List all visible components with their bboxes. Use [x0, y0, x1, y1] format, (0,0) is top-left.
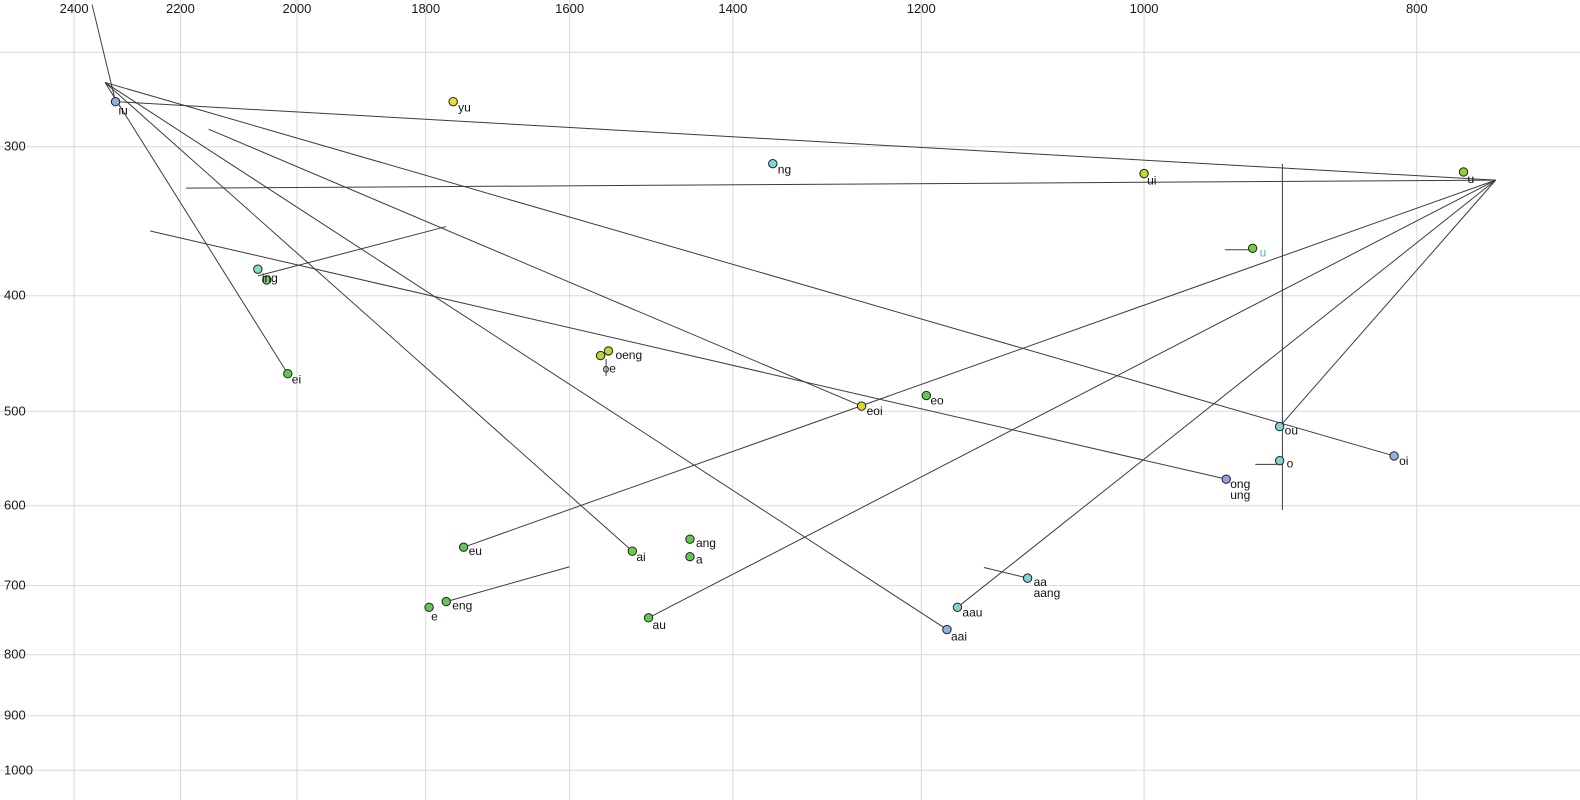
data-point-a [685, 551, 695, 562]
data-point-ang [685, 534, 695, 544]
point-label-a: a [696, 553, 703, 567]
x-axis-tick-label: 1800 [411, 1, 440, 16]
point-label-aa: aa [1034, 575, 1048, 589]
trajectory-line [463, 179, 1496, 548]
data-point-ui [1139, 168, 1149, 179]
y-axis-tick-label: 300 [4, 139, 26, 154]
x-axis-tick-label: 2400 [60, 1, 89, 16]
point-label-ou: ou [1285, 424, 1298, 438]
trajectory-line [104, 82, 633, 552]
y-axis-tick-label: 400 [4, 288, 26, 303]
y-axis-tick-label: 1000 [4, 762, 33, 777]
x-axis-tick-label: 1400 [718, 1, 747, 16]
point-label-aau: aau [962, 605, 982, 619]
point-label-ui: ui [1147, 174, 1156, 188]
point-label-oe: oe [603, 362, 617, 376]
data-point-eo [921, 390, 932, 401]
point-label-ong: ong [1230, 477, 1250, 491]
data-point-eoi [856, 401, 867, 411]
trajectory-line [104, 82, 948, 630]
point-label-ang: ang [696, 536, 716, 550]
x-axis-tick-label: 2000 [282, 1, 311, 16]
trajectory-line [446, 566, 570, 603]
point-label-ng: ng [778, 163, 791, 177]
point-label-yu: yu [458, 101, 471, 115]
trajectory-line [186, 179, 1496, 189]
point-label-eoi: eoi [867, 404, 883, 418]
y-axis-tick-label: 600 [4, 498, 26, 513]
data-point-ong [1221, 474, 1231, 484]
data-point-oe [595, 350, 606, 361]
point-label-ai: ai [636, 550, 645, 564]
data-point-aau [952, 602, 963, 613]
y-axis-tick-label: 500 [4, 403, 26, 418]
x-axis-tick-label: 1200 [907, 1, 936, 16]
point-label-au: au [653, 618, 666, 632]
data-point-ai [627, 546, 638, 556]
trajectory-line [150, 230, 1227, 480]
trajectory-line [104, 81, 1395, 457]
trajectory-line [115, 101, 1496, 181]
data-point-e [424, 602, 434, 613]
data-point-unlabeled [262, 275, 272, 285]
trajectory-line [983, 567, 1028, 579]
trajectory-line [208, 128, 862, 407]
trajectory-line [648, 179, 1496, 619]
point-label-aang: aang [1034, 586, 1061, 600]
trajectory-line [957, 179, 1496, 608]
data-point-aai [942, 624, 952, 635]
data-point-ing [253, 264, 263, 274]
point-label-iu: iu [119, 104, 128, 118]
data-point-o [1274, 455, 1285, 466]
data-point-au [643, 613, 654, 623]
y-axis-tick-label: 800 [4, 647, 26, 662]
data-point-yu [448, 96, 458, 107]
data-point-iu [110, 96, 121, 107]
y-axis-tick-label: 900 [4, 708, 26, 723]
point-label-ung: ung [1230, 488, 1250, 502]
point-label-ei: ei [292, 373, 301, 387]
point-label-u: u [1260, 245, 1267, 259]
point-label-ing: ing [262, 271, 278, 285]
data-point-ng [768, 158, 778, 169]
trajectory-line [91, 4, 117, 102]
point-label-eng: eng [452, 599, 472, 613]
point-label-aai: aai [951, 630, 967, 644]
data-point-eng [441, 596, 451, 607]
trajectory-line [104, 82, 289, 374]
x-axis-tick-label: 1600 [555, 1, 584, 16]
trajectory-line [1279, 179, 1497, 427]
data-point-aa [1022, 573, 1033, 583]
data-point-u [1458, 167, 1469, 177]
x-axis-tick-label: 800 [1406, 1, 1428, 16]
x-axis-tick-label: 2200 [166, 1, 195, 16]
point-label-o: o [1287, 457, 1294, 471]
data-point-ou [1274, 421, 1285, 432]
data-point-oi [1389, 451, 1399, 461]
x-axis-tick-label: 1000 [1130, 1, 1159, 16]
point-label-oeng: oeng [615, 348, 642, 362]
data-point-oeng [603, 346, 614, 356]
point-label-u: u [1468, 172, 1475, 186]
data-point-eu [458, 542, 469, 552]
point-label-eu: eu [469, 544, 482, 558]
trajectory-line [257, 226, 447, 277]
point-label-eo: eo [930, 394, 944, 408]
data-point-u [1247, 243, 1258, 253]
data-point-ei [283, 369, 293, 379]
y-axis-tick-label: 700 [4, 578, 26, 593]
point-label-e: e [431, 609, 438, 623]
point-label-oi: oi [1399, 454, 1408, 468]
